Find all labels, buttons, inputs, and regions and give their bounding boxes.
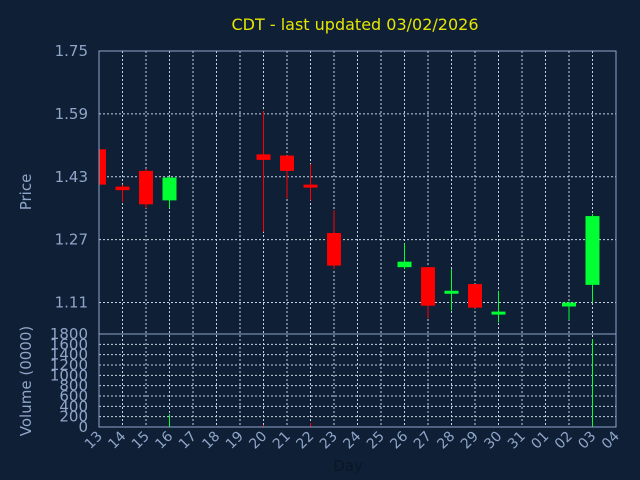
day-tick-label: 03 <box>575 429 599 453</box>
day-tick-labels: 13 14 15 16 17 18 19 20 21 22 23 24 25 26 27 28 29 30 31 01… <box>82 428 623 452</box>
volume-panel-frame <box>98 333 617 428</box>
day-axis-label: Day <box>333 457 363 475</box>
day-tick-label: 27 <box>411 429 435 453</box>
day-tick-label: 23 <box>317 429 341 453</box>
volume-tick-label: 1600 <box>50 335 88 353</box>
volume-tick-label: 800 <box>59 377 88 395</box>
candle-body <box>491 311 506 315</box>
price-tick-label: 1.11 <box>55 294 88 312</box>
day-tick-label: 30 <box>481 429 505 453</box>
day-tick-label: 14 <box>105 428 129 452</box>
volume-tick-label: 1400 <box>50 346 88 364</box>
volume-tick-label: 1000 <box>50 366 88 384</box>
candle-body <box>303 184 318 188</box>
candle-body <box>139 170 153 205</box>
candle-body <box>562 302 576 307</box>
candle-body <box>280 155 294 171</box>
price-axis-label: Price <box>17 174 35 211</box>
candle-body <box>397 261 412 268</box>
volume-tick-label: 400 <box>59 397 88 415</box>
candle-body <box>115 186 130 191</box>
candle-body <box>162 177 177 201</box>
chart-title: CDT - last updated 03/02/2026 <box>232 15 479 34</box>
price-tick-label: 1.43 <box>55 168 88 186</box>
day-tick-label: 02 <box>552 429 576 453</box>
volume-tick-label: 200 <box>59 408 88 426</box>
volume-axis-label: Volume (0000) <box>17 326 35 436</box>
price-tick-label: 1.75 <box>55 42 88 60</box>
candle-body <box>327 232 341 266</box>
day-tick-label: 15 <box>129 429 153 453</box>
volume-tick-label: 0 <box>78 418 88 436</box>
day-tick-label: 28 <box>434 429 458 453</box>
day-tick-label: 17 <box>176 429 200 453</box>
day-tick-label: 24 <box>340 428 364 452</box>
day-tick-label: 19 <box>223 429 247 453</box>
candles <box>98 111 600 323</box>
price-tick-labels: 1.75 1.59 1.43 1.27 1.11 <box>55 42 88 312</box>
volume-tick-label: 600 <box>59 387 88 405</box>
day-tick-label: 04 <box>599 428 623 452</box>
candle-body <box>444 290 459 294</box>
candle-body <box>99 149 106 185</box>
day-tick-label: 01 <box>528 429 552 453</box>
day-tick-label: 26 <box>387 428 411 452</box>
volume-tick-label: 1200 <box>50 356 88 374</box>
day-tick-label: 29 <box>458 429 482 453</box>
candle-body <box>421 267 435 306</box>
day-tick-label: 25 <box>364 429 388 453</box>
price-tick-label: 1.27 <box>55 231 88 249</box>
grid-layer <box>99 51 616 427</box>
candle-body <box>256 154 271 160</box>
price-tick-label: 1.59 <box>55 105 88 123</box>
day-tick-label: 31 <box>505 429 529 453</box>
volume-tick-label: 1800 <box>50 325 88 343</box>
candle-body <box>468 284 482 308</box>
candle-body <box>585 216 600 285</box>
day-tick-label: 21 <box>270 429 294 453</box>
day-tick-label: 22 <box>293 429 317 453</box>
day-tick-label: 18 <box>199 429 223 453</box>
day-tick-label: 16 <box>152 428 176 452</box>
day-tick-label: 20 <box>246 429 270 453</box>
